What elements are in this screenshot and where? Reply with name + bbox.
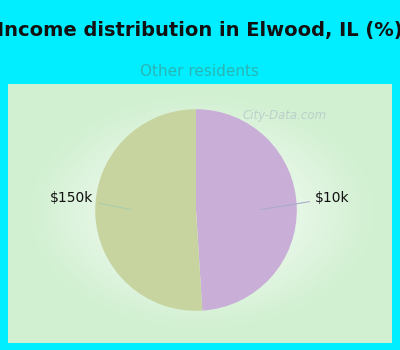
Text: $150k: $150k	[50, 191, 131, 209]
Wedge shape	[196, 109, 297, 310]
Text: City-Data.com: City-Data.com	[242, 108, 326, 121]
Wedge shape	[95, 109, 202, 311]
Text: Income distribution in Elwood, IL (%): Income distribution in Elwood, IL (%)	[0, 21, 400, 40]
Text: $10k: $10k	[261, 191, 350, 210]
Text: Other residents: Other residents	[140, 64, 260, 79]
